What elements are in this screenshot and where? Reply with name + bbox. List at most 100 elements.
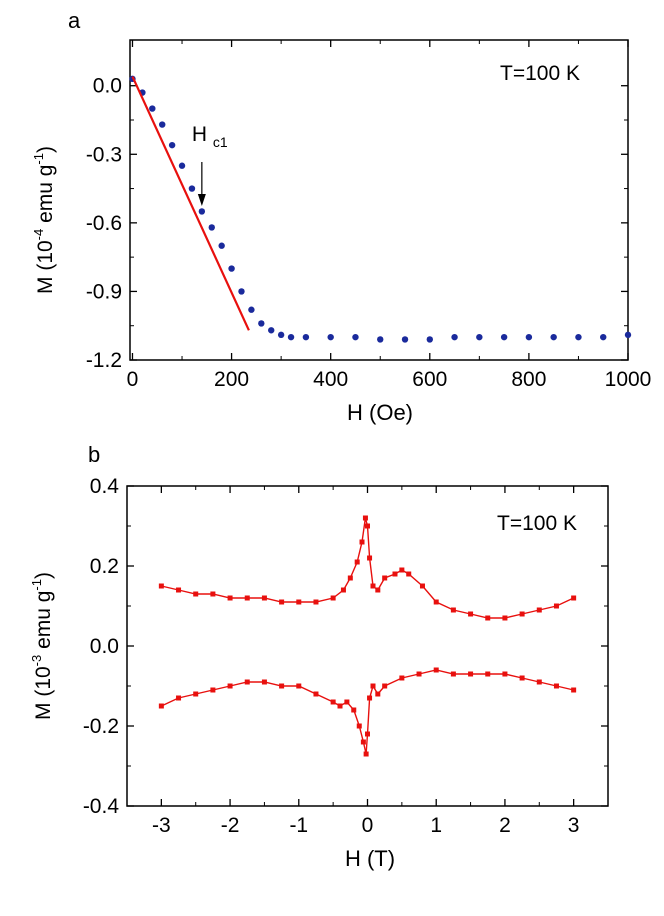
data-point <box>347 575 353 581</box>
data-point <box>362 515 368 521</box>
data-point <box>337 703 343 709</box>
panel-a-y-axis-label: M (10-4 emu g-1) <box>31 146 57 294</box>
data-point <box>344 699 350 705</box>
data-point <box>210 687 216 693</box>
data-point <box>193 691 199 697</box>
data-point <box>536 679 542 685</box>
y-tick-label: 0.0 <box>93 75 122 98</box>
series-line <box>161 669 574 755</box>
y-tick-label: -0.4 <box>83 795 120 818</box>
data-point <box>359 539 365 545</box>
data-point <box>550 333 557 341</box>
panel-b-series-1 <box>158 515 577 621</box>
hc1-label: H c1 <box>192 123 228 150</box>
data-point <box>351 707 357 713</box>
x-tick-label: 600 <box>412 368 447 391</box>
data-point <box>476 333 483 341</box>
data-point <box>302 333 310 341</box>
x-tick-label: -2 <box>221 814 240 837</box>
data-point <box>468 671 474 677</box>
y-tick-label: 0.2 <box>90 555 119 578</box>
data-point <box>227 595 233 601</box>
data-point <box>261 679 267 685</box>
hc1-arrow-head <box>197 194 206 206</box>
data-point <box>168 141 176 149</box>
data-point <box>370 683 376 689</box>
panel-b-series-2 <box>158 667 577 757</box>
data-point <box>375 691 381 697</box>
data-point <box>193 591 199 597</box>
x-tick-label: -3 <box>152 814 171 837</box>
data-point <box>244 595 250 601</box>
data-point <box>218 242 225 249</box>
data-point <box>392 571 398 577</box>
panel-b-ticks: -3 -2 -1 0 1 2 3 0.4 0.2 0.0 -0.2 -0.4 <box>83 475 608 837</box>
data-point <box>208 224 215 231</box>
data-point <box>525 333 533 341</box>
data-point <box>536 607 542 613</box>
data-point <box>426 336 433 343</box>
data-point <box>571 687 577 693</box>
data-point <box>370 583 376 589</box>
data-point <box>519 611 525 617</box>
data-point <box>356 723 362 729</box>
data-point <box>279 599 285 605</box>
data-point <box>176 695 182 701</box>
data-point <box>296 683 302 689</box>
hc1-label-sub: c1 <box>213 134 228 150</box>
data-point <box>296 599 302 605</box>
panel-a-series-1 <box>129 75 632 343</box>
x-tick-label: 2 <box>499 814 511 837</box>
data-point <box>375 587 381 593</box>
panel-a-arrow-annotation: H c1 <box>192 123 228 206</box>
panel-b: b -3 -2 -1 0 1 2 3 0.4 0.2 0.0 -0.2 -0.4 T=100 K H … <box>29 442 609 871</box>
y-tick-label: -1.2 <box>86 349 122 372</box>
data-point <box>571 595 577 601</box>
panel-b-label: b <box>88 442 100 467</box>
y-tick-label: 0.0 <box>90 635 119 658</box>
data-point <box>406 571 412 577</box>
data-point <box>330 699 336 705</box>
data-point <box>268 327 275 334</box>
data-point <box>399 567 405 573</box>
panel-a-ticks: 0 200 400 600 800 1000 0.0 -0.3 -0.6 -0.9 -1.2 <box>86 40 652 391</box>
data-point <box>261 595 267 601</box>
data-point <box>354 559 360 565</box>
series-line <box>131 76 250 331</box>
data-point <box>553 683 559 689</box>
hc1-label-main: H <box>192 123 207 146</box>
data-point <box>158 703 164 709</box>
data-point <box>313 691 319 697</box>
data-point <box>178 162 186 169</box>
panel-b-annotation: T=100 K <box>497 512 577 535</box>
x-tick-label: 1000 <box>605 368 652 391</box>
data-point <box>340 587 346 593</box>
panel-a-series-2 <box>131 76 250 331</box>
data-point <box>600 333 607 341</box>
x-tick-label: 3 <box>568 814 580 837</box>
data-point <box>500 333 508 341</box>
data-point <box>450 671 456 677</box>
y-tick-label: -0.2 <box>83 715 119 738</box>
data-point <box>367 695 373 701</box>
data-point <box>433 599 439 605</box>
data-point <box>352 333 359 341</box>
data-point <box>238 288 245 295</box>
data-point <box>279 683 285 689</box>
y-tick-label: 0.4 <box>90 475 120 498</box>
panel-b-x-axis-label: H (T) <box>345 846 395 871</box>
data-point <box>553 603 559 609</box>
data-point <box>401 336 409 343</box>
data-point <box>244 679 250 685</box>
data-point <box>485 671 491 677</box>
series-line <box>161 517 574 619</box>
data-point <box>365 731 370 737</box>
data-point <box>416 671 422 677</box>
data-point <box>502 671 508 677</box>
panel-a-label: a <box>68 8 81 33</box>
data-point <box>188 185 196 192</box>
data-point <box>287 333 295 341</box>
data-point <box>365 523 370 529</box>
data-point <box>367 555 373 561</box>
